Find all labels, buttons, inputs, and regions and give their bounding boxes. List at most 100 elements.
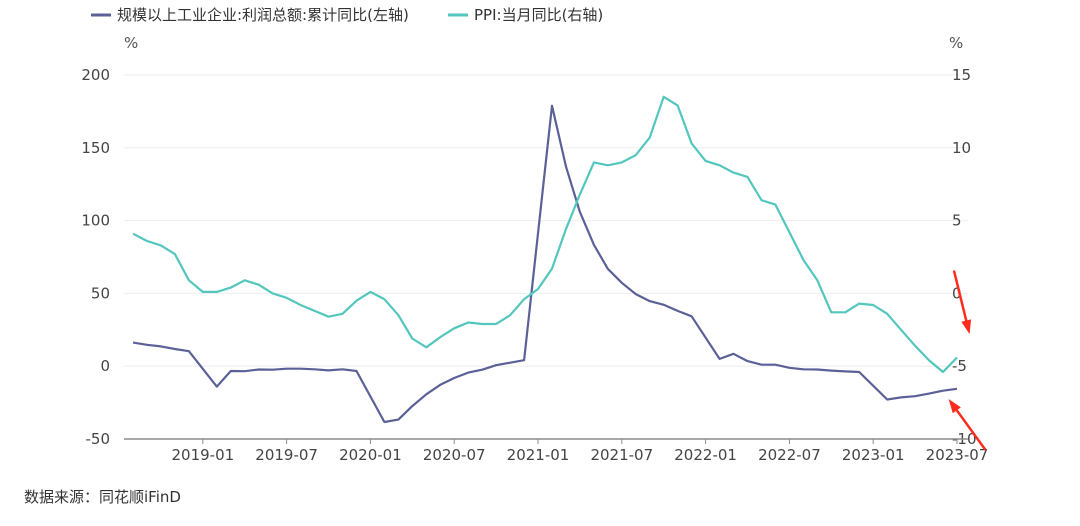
data-point-profit <box>746 360 748 362</box>
data-point-profit <box>495 364 497 366</box>
data-point-ppi <box>271 292 273 294</box>
data-point-ppi <box>914 345 916 347</box>
data-point-profit <box>230 370 232 372</box>
data-point-ppi <box>495 323 497 325</box>
legend-label-ppi: PPI:当月同比(右轴) <box>474 6 603 24</box>
data-point-profit <box>425 393 427 395</box>
data-point-profit <box>271 368 273 370</box>
data-point-profit <box>160 345 162 347</box>
right-axis-unit: % <box>949 34 963 52</box>
data-point-ppi <box>425 346 427 348</box>
data-point-ppi <box>230 286 232 288</box>
data-point-profit <box>942 389 944 391</box>
data-point-profit <box>788 367 790 369</box>
data-point-ppi <box>216 291 218 293</box>
data-point-ppi <box>285 297 287 299</box>
right-tick-label: 0 <box>952 284 962 302</box>
data-point-ppi <box>565 228 567 230</box>
data-point-ppi <box>411 337 413 339</box>
data-point-ppi <box>872 304 874 306</box>
data-point-profit <box>411 405 413 407</box>
right-tick-label: 15 <box>952 66 971 84</box>
series-points-profit <box>132 105 958 424</box>
data-point-profit <box>928 392 930 394</box>
series-line-ppi <box>132 95 958 374</box>
data-point-ppi <box>244 279 246 281</box>
data-point-profit <box>174 348 176 350</box>
data-point-ppi <box>453 327 455 329</box>
data-point-profit <box>649 300 651 302</box>
data-point-profit <box>257 368 259 370</box>
data-point-profit <box>383 421 385 423</box>
data-point-profit <box>285 367 287 369</box>
annotations <box>948 270 987 451</box>
data-point-ppi <box>509 314 511 316</box>
series-points-ppi <box>132 96 958 374</box>
data-point-ppi <box>299 304 301 306</box>
data-point-profit <box>774 364 776 366</box>
data-point-profit <box>802 368 804 370</box>
annotation-arrow-shaft <box>955 409 987 451</box>
data-point-ppi <box>649 136 651 138</box>
data-point-ppi <box>900 329 902 331</box>
data-point-ppi <box>732 171 734 173</box>
series-line-profit <box>132 104 958 424</box>
data-point-ppi <box>928 359 930 361</box>
left-tick-label: 100 <box>81 212 110 230</box>
data-point-ppi <box>704 160 706 162</box>
x-tick-label: 2020-01 <box>339 446 402 464</box>
left-tick-label: -50 <box>86 430 111 448</box>
data-point-profit <box>621 282 623 284</box>
x-tick-label: 2023-01 <box>842 446 905 464</box>
data-point-profit <box>956 388 958 390</box>
data-point-ppi <box>174 253 176 255</box>
data-point-profit <box>146 344 148 346</box>
data-point-ppi <box>341 313 343 315</box>
data-point-ppi <box>313 310 315 312</box>
data-point-profit <box>467 371 469 373</box>
x-tick-label: 2019-01 <box>171 446 234 464</box>
data-point-profit <box>132 341 134 343</box>
data-point-profit <box>188 350 190 352</box>
data-point-ppi <box>816 279 818 281</box>
left-tick-label: 150 <box>81 139 110 157</box>
data-point-profit <box>355 370 357 372</box>
data-point-ppi <box>146 240 148 242</box>
data-point-ppi <box>760 199 762 201</box>
data-point-ppi <box>593 161 595 163</box>
data-point-ppi <box>132 233 134 235</box>
data-point-profit <box>690 315 692 317</box>
data-point-ppi <box>676 104 678 106</box>
data-point-ppi <box>202 291 204 293</box>
data-point-profit <box>244 370 246 372</box>
data-point-ppi <box>844 311 846 313</box>
data-point-profit <box>607 268 609 270</box>
left-tick-label: 0 <box>100 357 110 375</box>
data-point-ppi <box>942 371 944 373</box>
data-point-ppi <box>774 203 776 205</box>
data-point-profit <box>565 165 567 167</box>
data-point-profit <box>509 362 511 364</box>
data-point-ppi <box>551 267 553 269</box>
data-point-ppi <box>188 279 190 281</box>
data-point-ppi <box>481 323 483 325</box>
x-tick-label: 2023-07 <box>926 446 989 464</box>
data-point-ppi <box>886 313 888 315</box>
left-axis-unit: % <box>124 34 138 52</box>
data-point-ppi <box>383 298 385 300</box>
x-axis: 2019-01 2019-07 2020-01 2020-07 2021-01 2021-… <box>171 439 988 464</box>
data-point-ppi <box>257 283 259 285</box>
annotation-arrow-head <box>948 398 961 414</box>
data-point-profit <box>760 364 762 366</box>
data-point-ppi <box>160 244 162 246</box>
data-point-profit <box>551 105 553 107</box>
data-point-profit <box>593 244 595 246</box>
data-point-profit <box>914 395 916 397</box>
right-tick-label: 5 <box>952 212 962 230</box>
data-point-ppi <box>467 321 469 323</box>
left-tick-label: 200 <box>81 66 110 84</box>
right-tick-label: 10 <box>952 139 971 157</box>
data-point-profit <box>676 310 678 312</box>
data-point-ppi <box>830 311 832 313</box>
